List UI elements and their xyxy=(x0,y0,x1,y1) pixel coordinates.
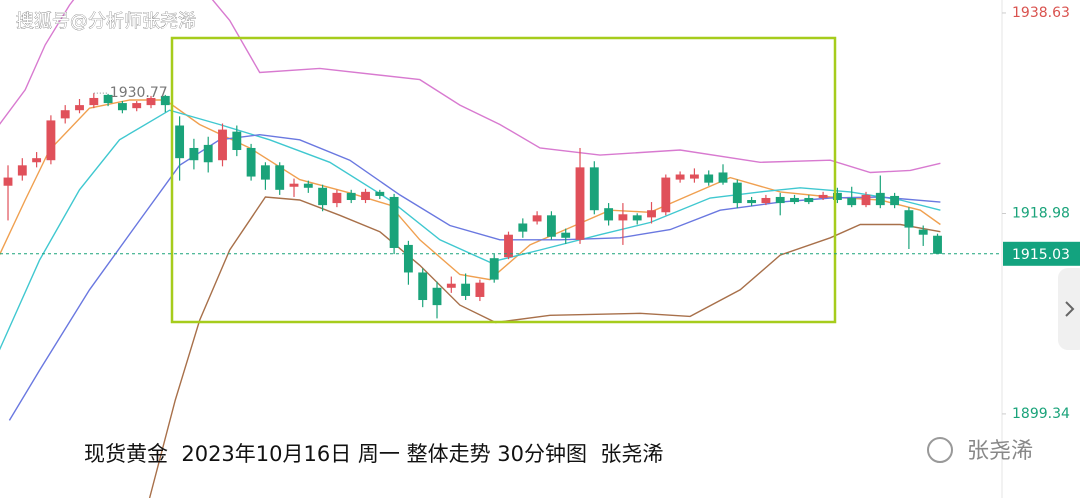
candle-body xyxy=(618,214,628,221)
expand-button[interactable] xyxy=(1058,268,1080,350)
candle-body xyxy=(375,191,385,196)
candle-body xyxy=(504,234,513,258)
logo-text: 张尧浠 xyxy=(967,439,1033,464)
candle-body xyxy=(489,258,499,280)
candle-body xyxy=(832,192,842,201)
candle-body xyxy=(160,95,170,106)
last-price-label: 1915.03 xyxy=(1012,247,1070,263)
indicator-line xyxy=(0,99,941,281)
candle-body xyxy=(432,287,442,306)
candle-body xyxy=(60,110,70,119)
candle-body xyxy=(718,172,728,183)
logo-icon xyxy=(927,437,953,463)
candle-body xyxy=(32,158,42,163)
candle-body xyxy=(203,144,213,163)
candle-body xyxy=(446,283,456,288)
y-tick-label: 1899.34 xyxy=(1012,406,1070,422)
candle-body xyxy=(17,165,27,176)
y-tick-label: 1918.98 xyxy=(1012,205,1070,221)
indicator-line xyxy=(0,0,941,174)
candle-body xyxy=(332,192,342,204)
candle-body xyxy=(275,165,285,190)
watermark: 搜狐号@分析师张尧浠 xyxy=(16,11,196,32)
candle-body xyxy=(818,194,828,198)
y-tick-label: 1938.63 xyxy=(1012,5,1070,21)
candle-body xyxy=(475,282,485,297)
candle-body xyxy=(532,215,542,222)
candle-body xyxy=(246,147,256,177)
candle-body xyxy=(689,174,699,179)
candle-body xyxy=(89,97,99,106)
candle-body xyxy=(647,210,656,218)
candle-body xyxy=(260,165,270,180)
candle-body xyxy=(289,183,299,187)
candle-body xyxy=(790,197,799,203)
candle-body xyxy=(661,177,671,213)
candle-body xyxy=(218,129,227,161)
highlight-box xyxy=(170,36,837,324)
candle-body xyxy=(175,125,185,159)
candle-body xyxy=(75,105,84,111)
candle-body xyxy=(189,147,199,161)
candle-body xyxy=(346,192,356,201)
candle-body xyxy=(389,196,399,248)
candle-body xyxy=(604,208,614,221)
candle-body xyxy=(933,235,942,254)
indicator-line xyxy=(8,133,941,421)
candle-body xyxy=(232,131,242,151)
candle-body xyxy=(632,215,642,221)
candle-body xyxy=(704,174,714,183)
candle-body xyxy=(747,200,757,204)
candle-body xyxy=(675,174,685,180)
expand-button-bg[interactable] xyxy=(1058,268,1080,350)
indicator-line xyxy=(0,109,941,351)
high-label: 1930.77 xyxy=(110,85,168,101)
candle-body xyxy=(103,94,113,104)
candle-body xyxy=(575,167,585,240)
candle-body xyxy=(732,182,742,204)
candle-body xyxy=(804,197,814,203)
candle-body xyxy=(861,194,871,206)
indicator-lines xyxy=(0,0,941,498)
chevron[interactable] xyxy=(1065,301,1075,317)
caption: 现货黄金 2023年10月16日 周一 整体走势 30分钟图 张尧浠 xyxy=(84,442,663,466)
candle-body xyxy=(318,187,328,206)
candle-body xyxy=(518,223,528,232)
last-price-box xyxy=(1003,241,1080,266)
logo: 张尧浠 xyxy=(927,437,1033,464)
candle-body xyxy=(546,215,556,237)
candle-body xyxy=(418,272,428,301)
candle-body xyxy=(918,229,928,235)
candle-body xyxy=(3,177,13,186)
candle-body xyxy=(132,103,142,109)
candle-body xyxy=(303,183,313,188)
candle-body xyxy=(761,197,771,204)
candle-body xyxy=(461,283,471,296)
candle-body xyxy=(847,197,857,206)
candles xyxy=(3,93,942,319)
candle-body xyxy=(890,195,900,206)
candle-body xyxy=(904,210,914,228)
candle-body xyxy=(589,167,599,211)
candle-body xyxy=(875,192,885,206)
candle-body xyxy=(561,232,571,238)
candle-body xyxy=(146,97,156,106)
indicator-line xyxy=(148,196,941,498)
candle-body xyxy=(46,120,56,161)
candle-body xyxy=(361,191,370,201)
candle-body xyxy=(403,244,413,273)
candle-body xyxy=(775,196,785,204)
candle-body xyxy=(117,103,127,111)
